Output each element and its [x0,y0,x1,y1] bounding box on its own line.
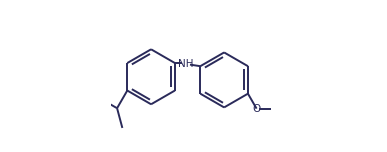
Text: NH: NH [178,59,194,69]
Text: O: O [252,104,261,114]
